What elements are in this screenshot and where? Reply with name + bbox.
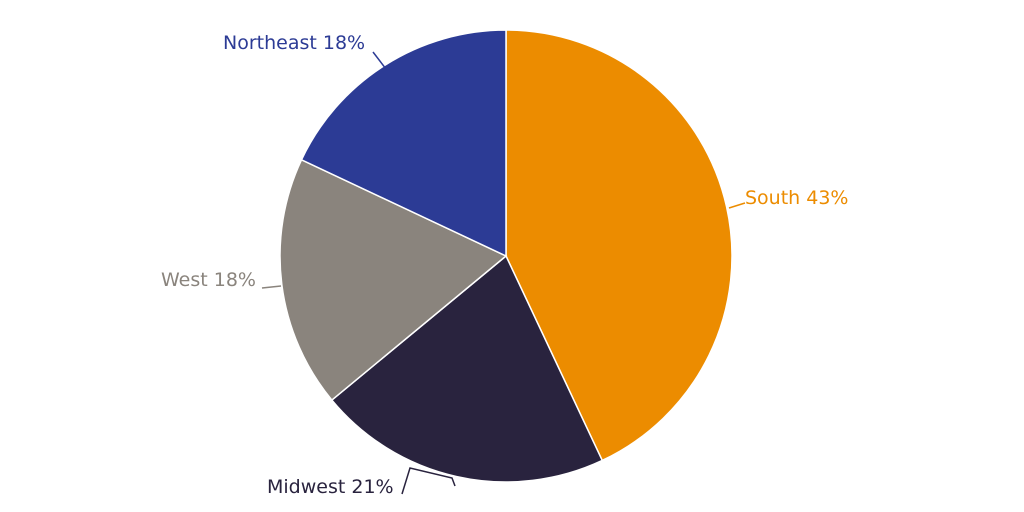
leader-lines [261,51,746,495]
midwest-label: Midwest 21% [267,476,394,498]
midwest-leader-line [401,467,456,495]
slice-south [505,29,733,462]
west-leader-line [261,285,282,289]
northeast-leader-line [372,51,387,70]
slice-northeast [300,29,507,258]
pie-slices [279,29,733,483]
south-label: South 43% [745,187,849,209]
south-leader-line [728,202,746,209]
slice-west [279,158,508,402]
northeast-label: Northeast 18% [223,32,366,54]
slice-midwest [330,254,604,483]
west-label: West 18% [161,269,256,291]
